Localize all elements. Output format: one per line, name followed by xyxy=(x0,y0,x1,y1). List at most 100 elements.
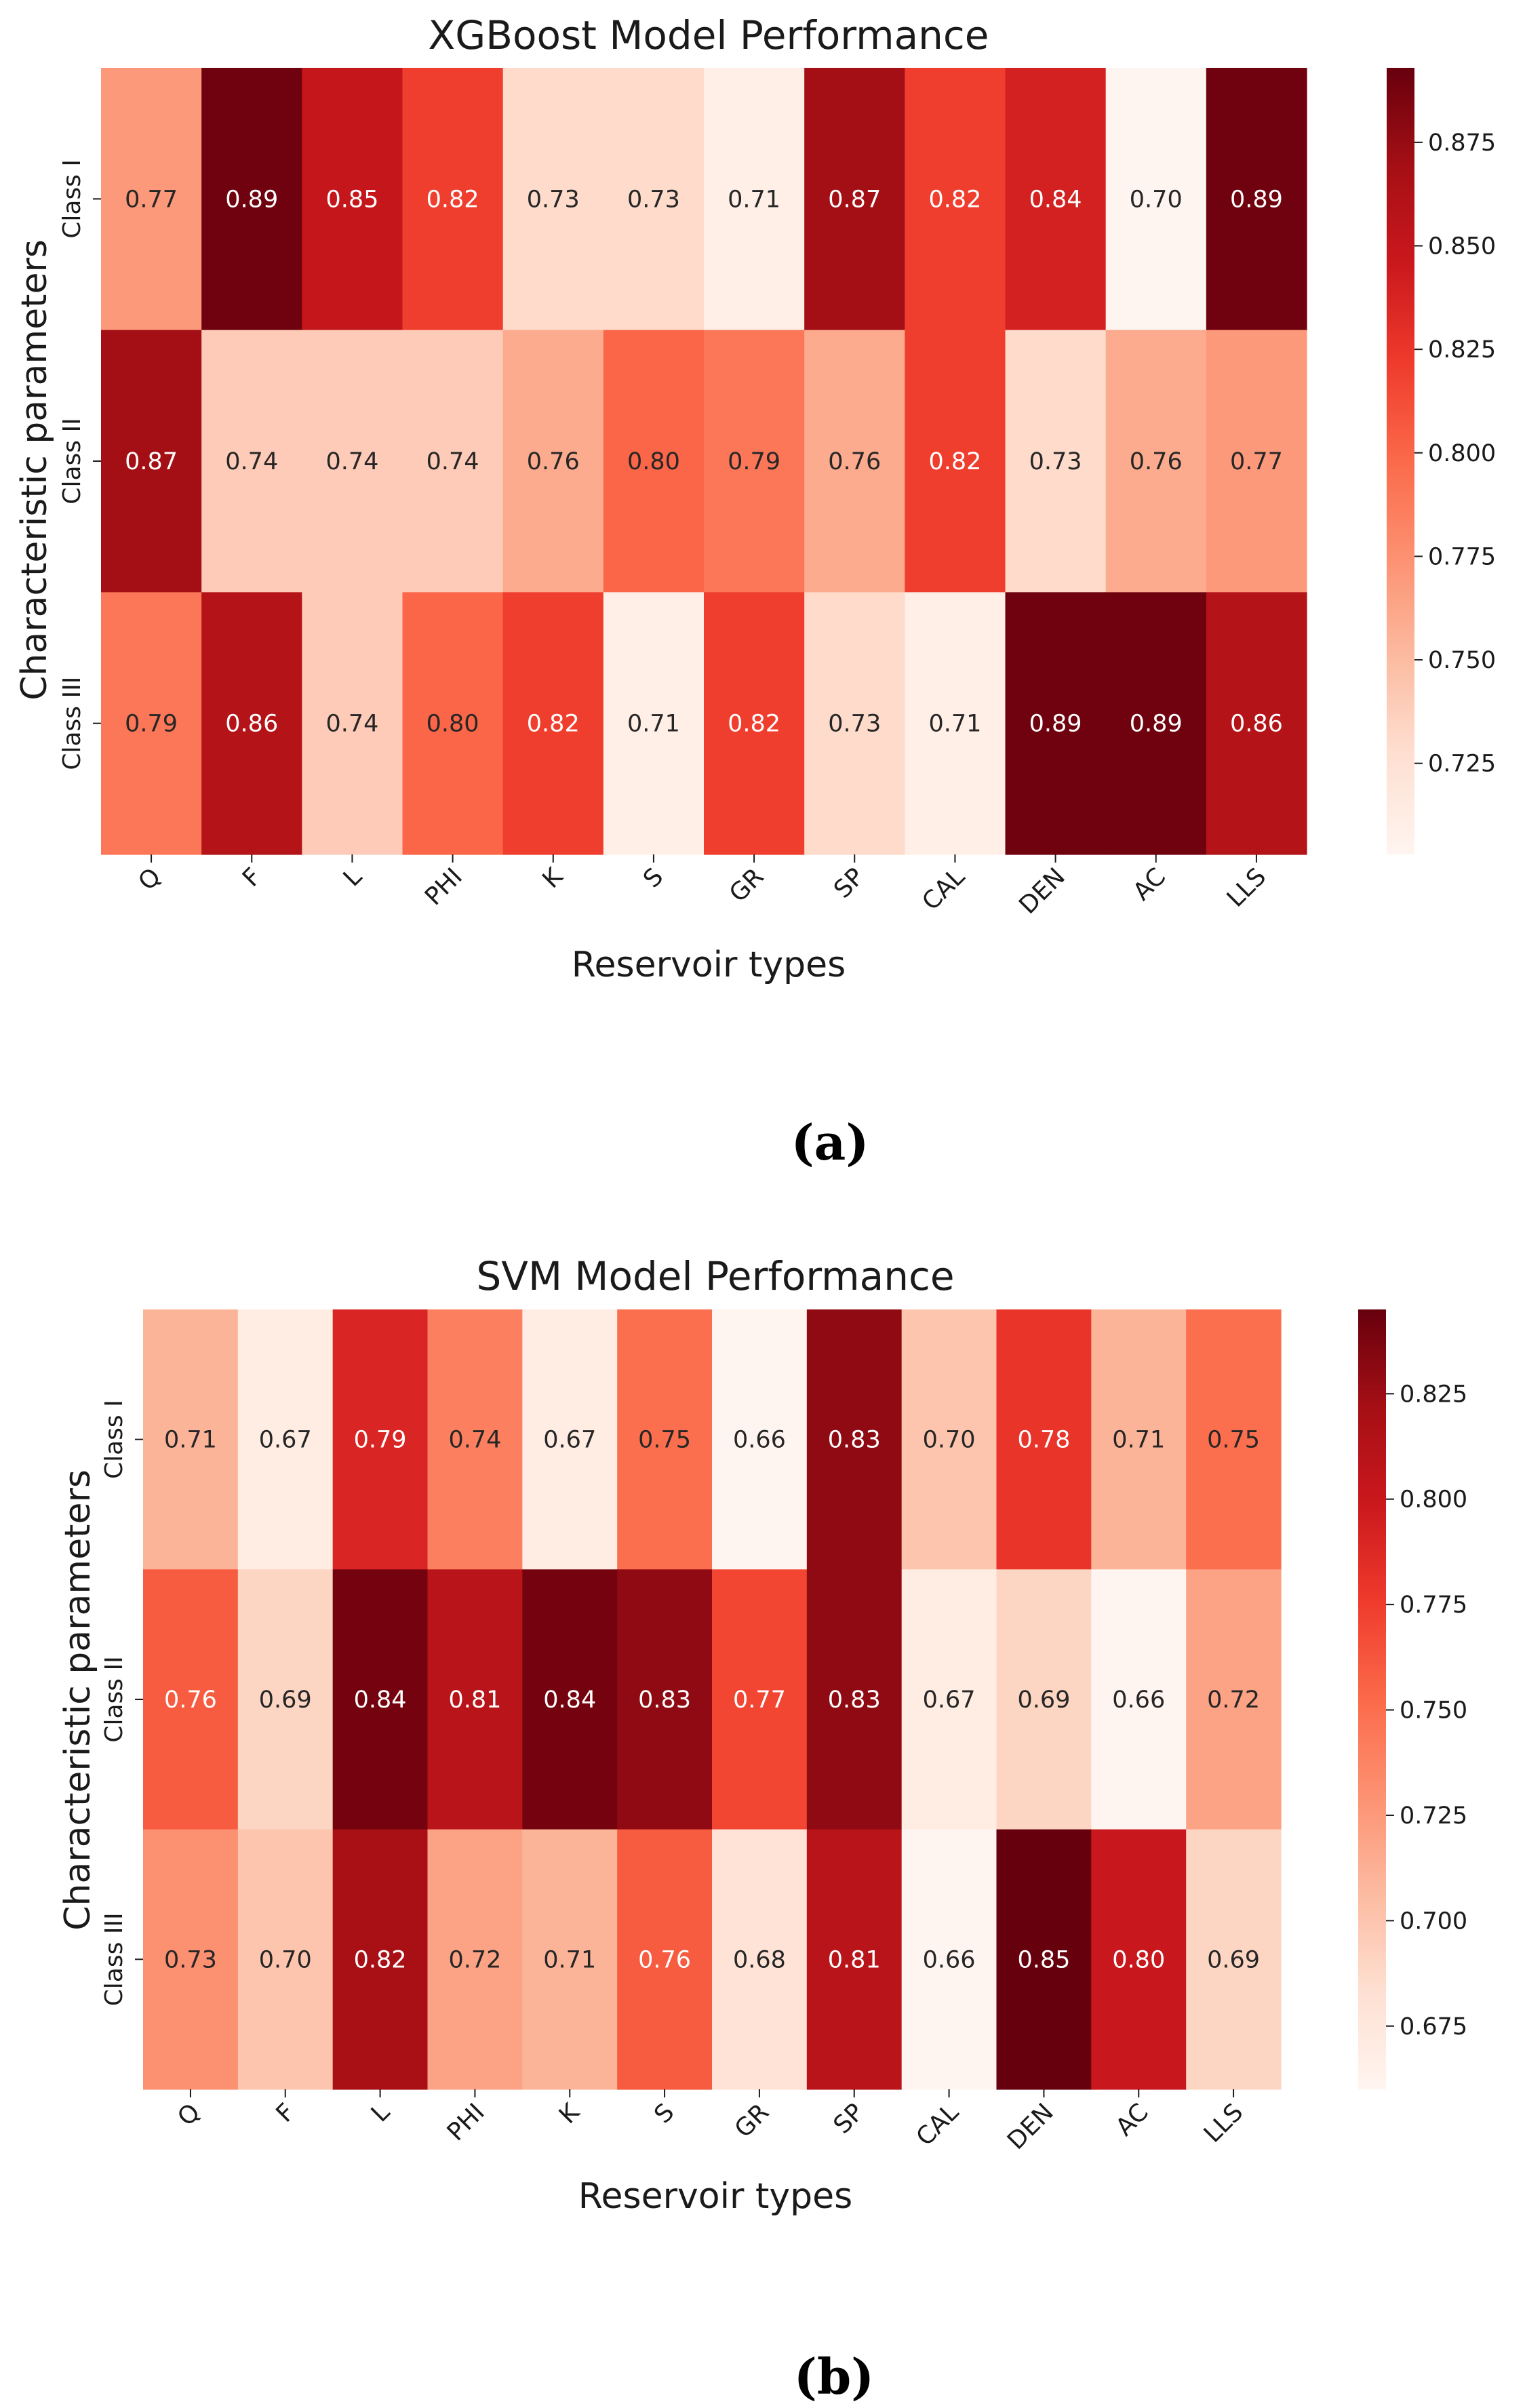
cell-value-label: 0.70 xyxy=(259,1946,312,1973)
cell-value-label: 0.71 xyxy=(543,1946,596,1973)
chart-a-ylabel: Characteristic parameters xyxy=(14,239,55,700)
heatmap-cell xyxy=(804,68,905,331)
cell-value-label: 0.81 xyxy=(448,1686,501,1714)
heatmap-cell xyxy=(704,592,805,855)
cell-value-label: 0.82 xyxy=(527,711,580,738)
row-tick-label: Class II xyxy=(58,418,86,504)
chart-b-row-ticks: Class I Class II Class III xyxy=(100,1400,143,2006)
column-tick-label: K xyxy=(554,2097,586,2129)
cell-value-label: 0.78 xyxy=(1017,1427,1070,1454)
chart-panel-b: SVM Model Performance Characteristic par… xyxy=(58,1253,1467,2405)
heatmap-cell xyxy=(617,1569,713,1830)
column-tick-label: LLS xyxy=(1222,863,1272,913)
cell-value-label: 0.89 xyxy=(1130,711,1183,738)
heatmap-cell xyxy=(901,1569,997,1830)
column-tick-label: CAL xyxy=(917,863,970,915)
row-tick-label: Class I xyxy=(58,159,86,239)
column-tick-label: Q xyxy=(172,2098,205,2131)
column-tick-label: Q xyxy=(133,863,166,896)
cell-value-label: 0.80 xyxy=(627,448,680,475)
colorbar-tick-label: 0.800 xyxy=(1400,1486,1467,1514)
cell-value-label: 0.87 xyxy=(828,186,881,213)
heatmap-cell xyxy=(522,1309,618,1570)
heatmap-cell xyxy=(502,330,604,593)
chart-b-title: SVM Model Performance xyxy=(476,1253,954,1299)
heatmap-cell xyxy=(1005,330,1107,593)
cell-value-label: 0.76 xyxy=(638,1946,691,1973)
heatmap-cell xyxy=(806,1569,903,1830)
heatmap-cell xyxy=(332,1309,429,1570)
cell-value-label: 0.82 xyxy=(928,186,981,213)
heatmap-cell xyxy=(201,330,302,593)
cell-value-label: 0.89 xyxy=(1029,711,1082,738)
cell-value-label: 0.81 xyxy=(828,1946,881,1973)
heatmap-cell xyxy=(905,592,1006,855)
colorbar-tick-label: 0.725 xyxy=(1400,1802,1467,1830)
cell-value-label: 0.67 xyxy=(923,1686,976,1714)
column-tick-label: DEN xyxy=(1002,2098,1059,2155)
column-tick-label: SP xyxy=(829,2098,870,2139)
heatmap-cell xyxy=(522,1569,618,1830)
cell-value-label: 0.79 xyxy=(728,448,780,475)
cell-value-label: 0.75 xyxy=(1207,1427,1260,1454)
cell-value-label: 0.85 xyxy=(1017,1946,1070,1973)
heatmap-cell xyxy=(427,1569,523,1830)
heatmap-cell xyxy=(302,592,403,855)
row-tick-label: Class III xyxy=(58,677,86,770)
cell-value-label: 0.89 xyxy=(225,186,278,213)
heatmap-cell xyxy=(402,330,504,593)
cell-value-label: 0.79 xyxy=(354,1427,407,1454)
heatmap-cell xyxy=(712,1829,808,2090)
cell-value-label: 0.72 xyxy=(448,1946,501,1973)
chart-b-column-ticks: Q F L PHI K S GR SP CAL DEN AC LLS xyxy=(172,2089,1248,2155)
cell-value-label: 0.74 xyxy=(448,1427,501,1454)
cell-value-label: 0.73 xyxy=(627,186,680,213)
column-tick-label: AC xyxy=(1128,863,1171,906)
heatmap-cell xyxy=(617,1829,713,2090)
chart-a-title: XGBoost Model Performance xyxy=(429,12,989,58)
cell-value-label: 0.68 xyxy=(733,1946,786,1973)
heatmap-cell xyxy=(704,68,805,331)
chart-a-cells: 0.77 0.89 0.85 0.82 0.73 0.73 0.71 0.87 0.82 0.84… xyxy=(101,68,1307,855)
heatmap-cell xyxy=(143,1829,239,2090)
heatmap-cell xyxy=(402,68,504,331)
heatmap-cell xyxy=(901,1829,997,2090)
panel-label-b: (b) xyxy=(794,2348,874,2405)
cell-value-label: 0.84 xyxy=(354,1686,407,1714)
heatmap-cell xyxy=(1206,68,1307,331)
heatmap-cell xyxy=(237,1569,334,1830)
colorbar-tick-label: 0.825 xyxy=(1428,336,1496,363)
cell-value-label: 0.66 xyxy=(733,1427,786,1454)
heatmap-cell xyxy=(901,1309,997,1570)
heatmap-cell xyxy=(201,592,302,855)
cell-value-label: 0.69 xyxy=(1017,1686,1070,1714)
cell-value-label: 0.73 xyxy=(527,186,580,213)
heatmap-cell xyxy=(302,68,403,331)
cell-value-label: 0.66 xyxy=(1112,1686,1165,1714)
heatmap-cell xyxy=(1091,1829,1187,2090)
colorbar-tick-label: 0.875 xyxy=(1428,130,1496,157)
cell-value-label: 0.86 xyxy=(225,711,278,738)
cell-value-label: 0.76 xyxy=(527,448,580,475)
heatmap-cell xyxy=(143,1569,239,1830)
column-tick-label: S xyxy=(649,2098,679,2129)
heatmap-cell xyxy=(402,592,504,855)
heatmap-cell xyxy=(1186,1309,1282,1570)
cell-value-label: 0.80 xyxy=(427,711,479,738)
colorbar-tick-label: 0.725 xyxy=(1428,751,1496,778)
column-tick-label: DEN xyxy=(1014,863,1071,920)
cell-value-label: 0.84 xyxy=(543,1686,596,1714)
column-tick-label: GR xyxy=(730,2098,774,2143)
chart-a-column-ticks: Q F L PHI K S GR SP CAL DEN AC LLS xyxy=(133,854,1271,920)
row-tick-label: Class I xyxy=(100,1400,128,1479)
cell-value-label: 0.82 xyxy=(427,186,479,213)
heatmap-cell xyxy=(905,330,1006,593)
colorbar-tick-label: 0.825 xyxy=(1400,1381,1467,1408)
heatmap-cell xyxy=(522,1829,618,2090)
heatmap-cell xyxy=(427,1309,523,1570)
cell-value-label: 0.72 xyxy=(1207,1686,1260,1714)
cell-value-label: 0.84 xyxy=(1029,186,1082,213)
column-tick-label: CAL xyxy=(911,2098,964,2151)
chart-panel-a: XGBoost Model Performance Characteristic… xyxy=(14,12,1496,1171)
